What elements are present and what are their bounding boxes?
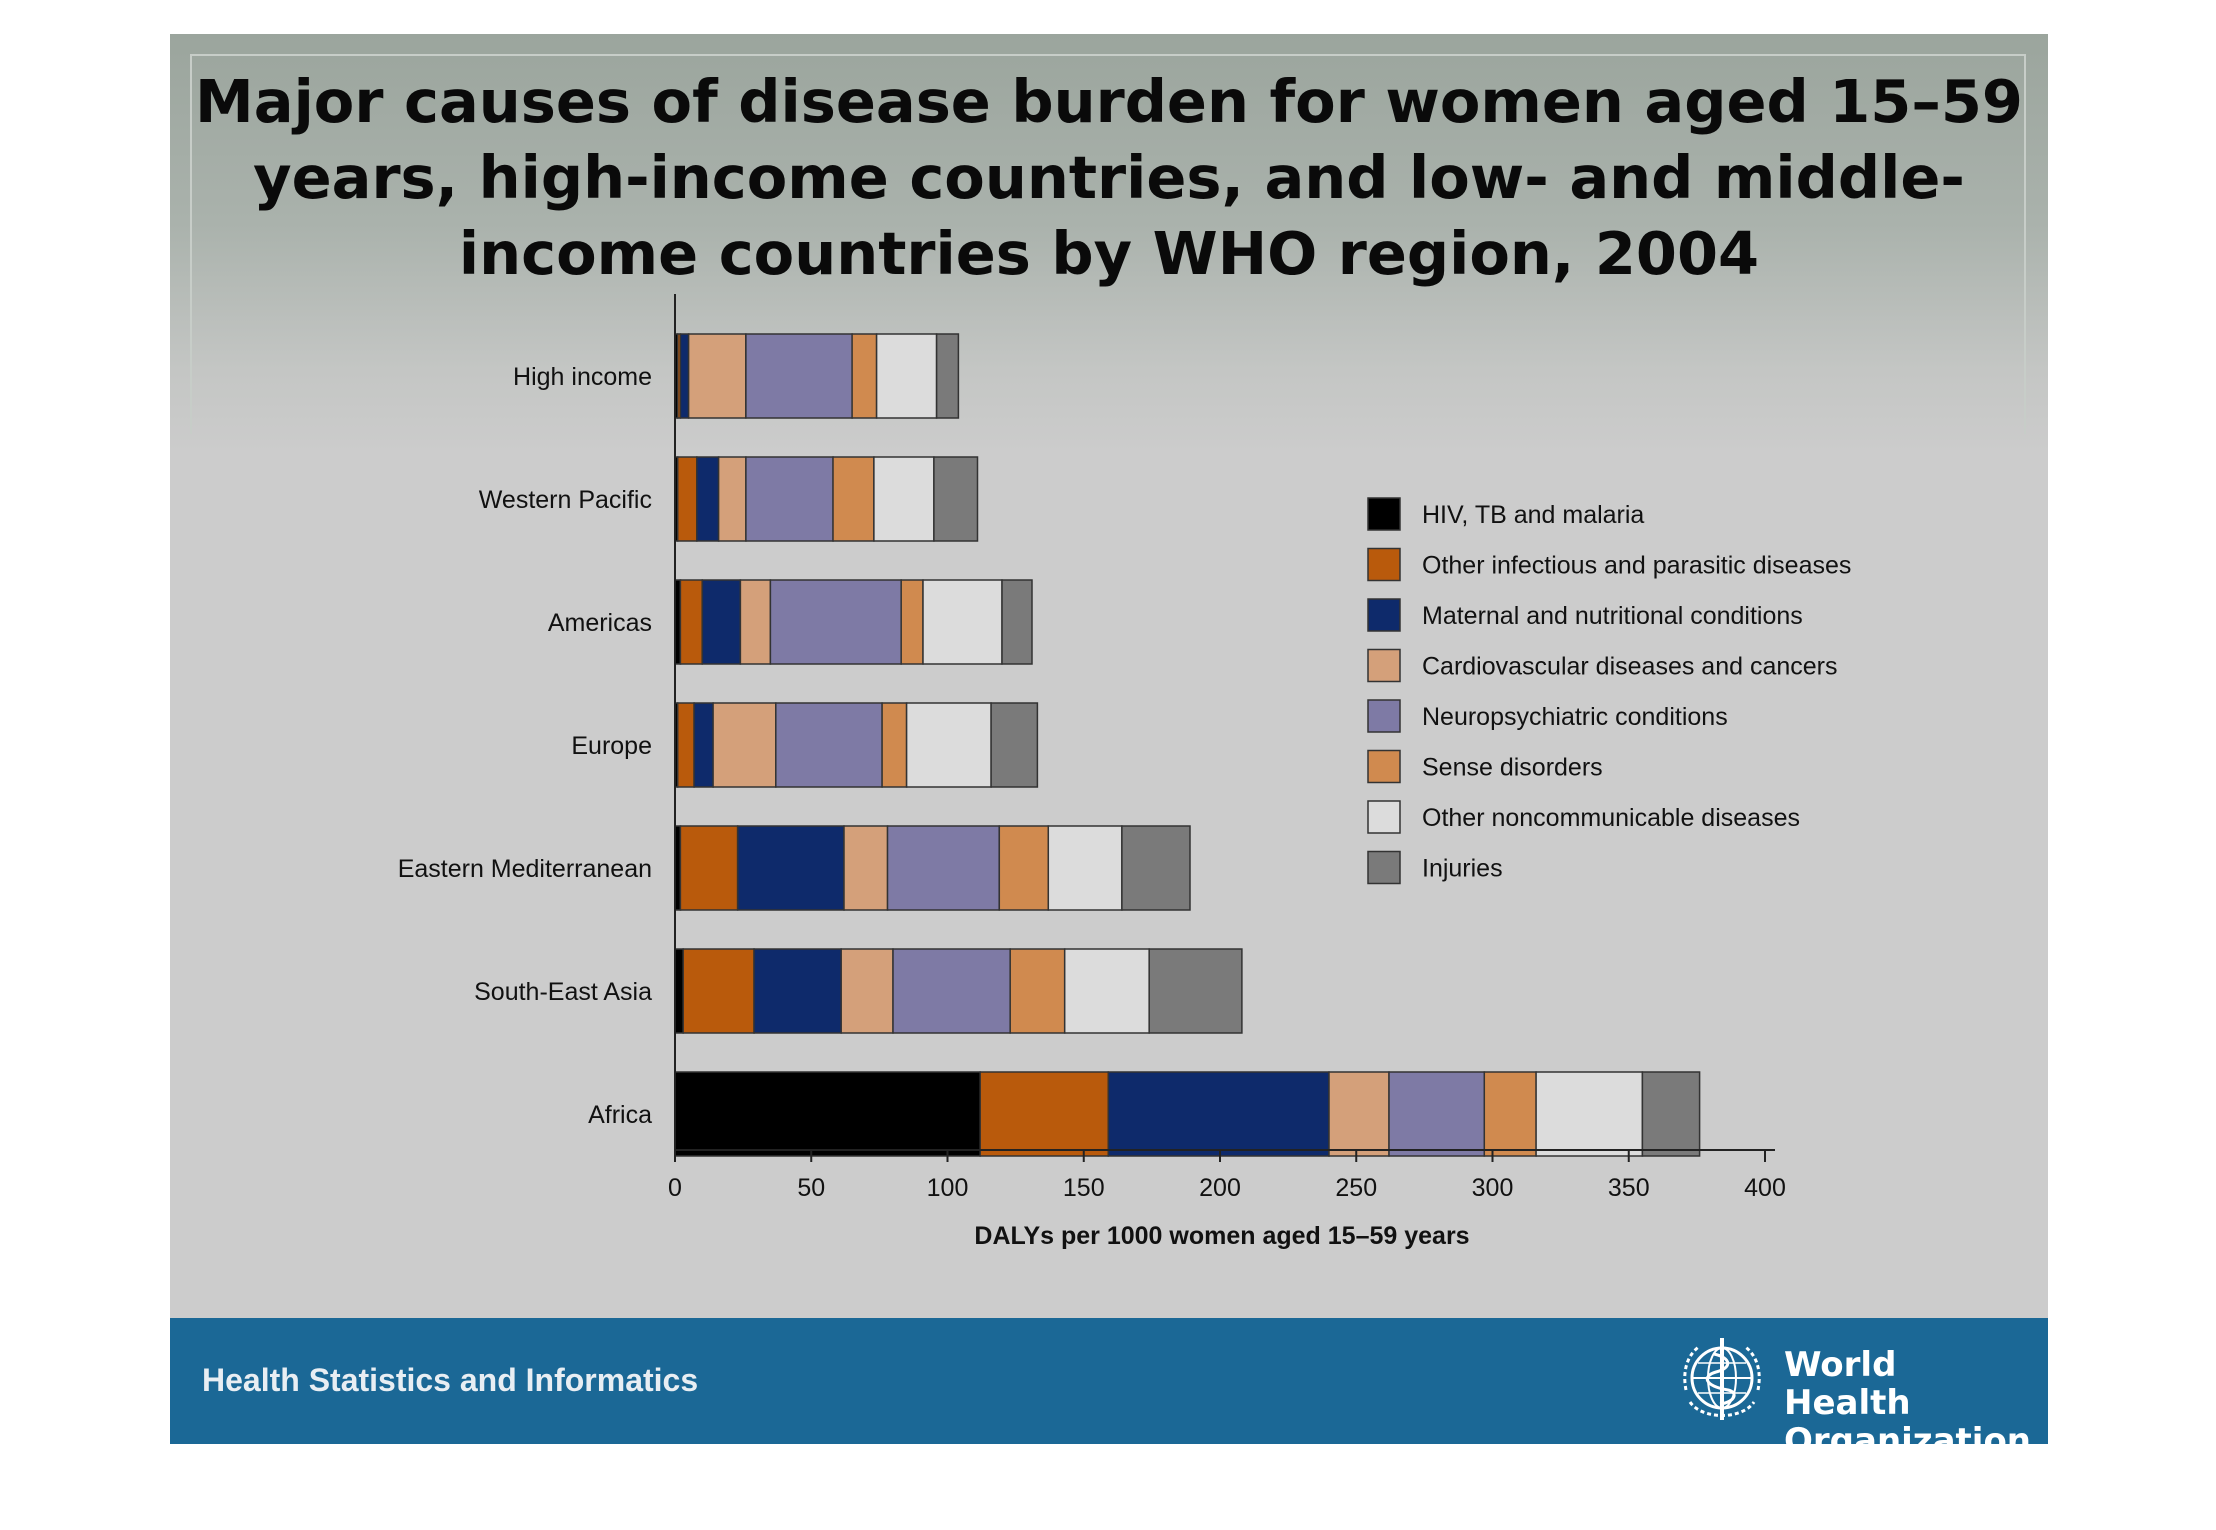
bar-segment [696,456,720,542]
slide-title: Major causes of disease burden for women… [195,67,2023,288]
bar-segment [682,948,755,1034]
bar-segment [769,579,902,665]
category-label: Europe [571,732,652,760]
legend-label: Maternal and nutritional conditions [1422,602,1803,630]
bar-segment [676,702,695,788]
bar-segment [679,579,703,665]
legend-swatch [1367,749,1401,784]
x-tick-label: 250 [1335,1174,1377,1202]
x-tick-label: 400 [1744,1174,1786,1202]
bar-segment [745,456,834,542]
x-tick-label: 50 [797,1174,825,1202]
slide-frame [190,54,2026,434]
bar-segment [679,333,690,419]
bar-segment [736,825,845,911]
bar-segment [851,333,878,419]
bar-segment [687,333,747,419]
legend-label: Other infectious and parasitic diseases [1422,552,1851,580]
bar-segment [739,579,772,665]
bar-segment [840,948,894,1034]
bar-segment [998,825,1050,911]
x-tick-label: 100 [927,1174,969,1202]
legend-swatch [1367,850,1401,885]
bar-segment [674,948,684,1034]
bar-segment [745,333,853,419]
bar-segment [892,948,1011,1034]
legend: HIV, TB and malaria Other infectious and … [1367,497,1851,885]
bar-segment [979,1071,1110,1157]
x-tick-label: 350 [1608,1174,1650,1202]
bar-segment [881,702,908,788]
legend-swatch [1367,547,1401,582]
bar-segment [832,456,875,542]
category-label: Western Pacific [479,486,652,514]
legend-label: Other noncommunicable diseases [1422,804,1800,832]
bar-segment [676,456,698,542]
footer-bar: Health Statistics and Informatics World … [170,1318,2048,1444]
slide: Major causes of disease burden for women… [170,34,2048,1444]
bar-segment [674,1071,981,1157]
bar-segment [1107,1071,1330,1157]
legend-label: HIV, TB and malaria [1422,501,1644,529]
bar-segment [693,702,714,788]
bar-segment [775,702,883,788]
chart: High income Western Pacific Americas Europe… [398,294,1851,1250]
legend-label: Sense disorders [1422,754,1603,782]
bar-segment [933,456,979,542]
legend-swatch [1367,800,1401,834]
category-label: Eastern Mediterranean [398,855,652,883]
x-axis-label: DALYs per 1000 women aged 15–59 years [974,1222,1469,1250]
x-tick-label: 200 [1199,1174,1241,1202]
bar-segment [1641,1071,1701,1157]
slide-background [170,34,2048,454]
bar-segment [886,825,1000,911]
bar-segment [753,948,842,1034]
legend-swatch [1367,699,1401,733]
legend-swatch [1367,598,1401,632]
bar-segment [1063,948,1150,1034]
bar-segment [1388,1071,1486,1157]
who-name: World Health Organization [1784,1346,2031,1444]
bar-segment [1483,1071,1537,1157]
bar-segment [905,702,992,788]
who-emblem-icon [1683,1338,1761,1420]
bar-segment [873,456,935,542]
bar-segment [1009,948,1066,1034]
bar-segment [990,702,1039,788]
bars-layer: High income Western Pacific Americas Europe… [398,333,1701,1157]
x-tick-label: 150 [1063,1174,1105,1202]
bar-segment [1148,948,1243,1034]
bar-segment [717,456,747,542]
bar-segment [843,825,889,911]
bar-segment [875,333,938,419]
x-tick-label: 300 [1472,1174,1514,1202]
bar-segment [1328,1071,1390,1157]
bar-segment [1047,825,1123,911]
who-name-line1: World Health [1784,1345,1911,1423]
who-name-line2: Organization [1784,1421,2032,1444]
legend-label: Neuropsychiatric conditions [1422,703,1728,731]
footer-text: Health Statistics and Informatics [202,1362,699,1398]
category-label: South-East Asia [474,978,652,1006]
x-axis: 0 50 100 150 200 250 300 350 400 DALYs per 1000 w… [668,294,1786,1250]
bar-segment [701,579,742,665]
bar-segment [712,702,777,788]
x-tick-label: 0 [668,1174,682,1202]
bar-segment [922,579,1003,665]
bar-segment [1535,1071,1644,1157]
bar-segment [900,579,924,665]
bar-segment [1001,579,1033,665]
who-logo: World Health Organization [1672,1330,2031,1444]
category-label: High income [513,363,652,391]
bar-segment [1121,825,1191,911]
bar-segment [679,825,739,911]
legend-label: Injuries [1422,855,1503,883]
category-label: Africa [588,1101,652,1129]
category-label: Americas [548,609,652,637]
legend-label: Cardiovascular diseases and cancers [1422,653,1838,681]
legend-swatch [1367,648,1401,683]
bar-segment [935,333,960,419]
legend-swatch [1367,497,1401,531]
